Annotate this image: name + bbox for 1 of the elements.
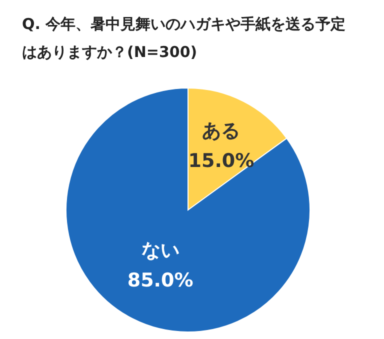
title: Q. 今年、暑中見舞いのハガキや手紙を送る予定はありますか？(N=300): [22, 14, 347, 63]
